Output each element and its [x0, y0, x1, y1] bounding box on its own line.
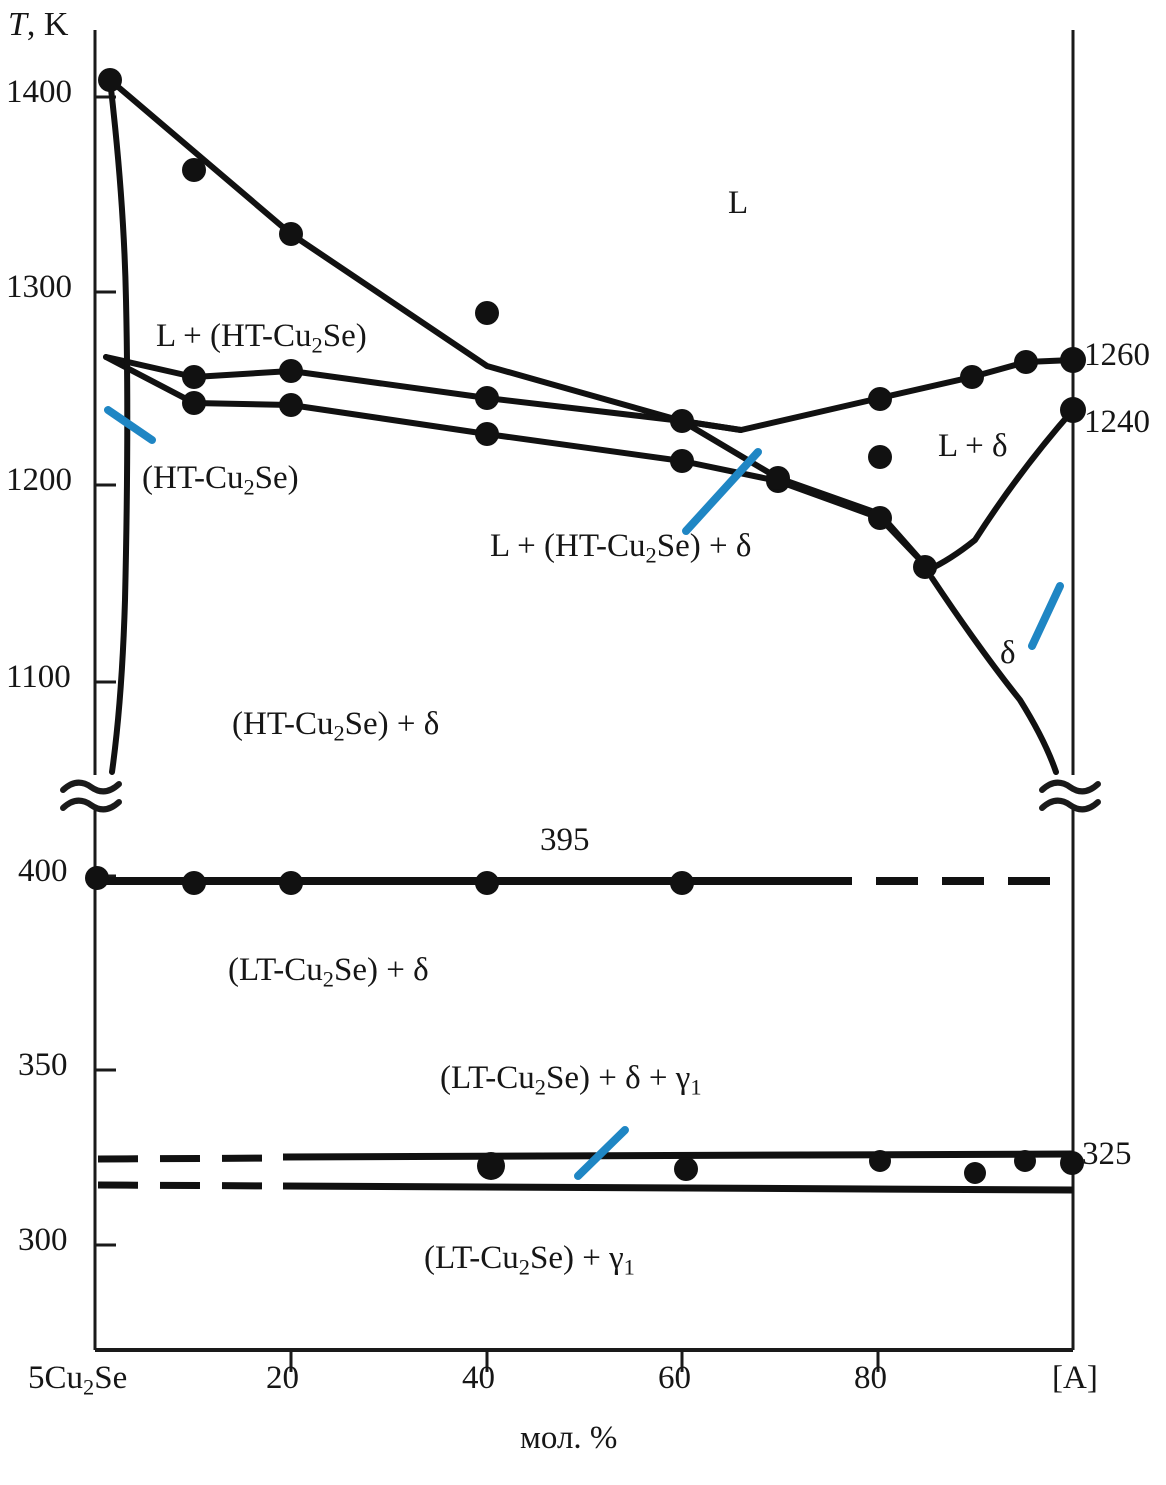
leader-lt-delta-gamma: [574, 1126, 629, 1180]
y-tick-300: 300: [18, 1222, 68, 1258]
leader-ht-cu2se: [104, 406, 156, 444]
x-tick-label-60: 60: [658, 1360, 691, 1396]
region-ht-post: Se): [254, 460, 299, 496]
region-ht-d-sub: 2: [333, 720, 345, 746]
region-label-delta: δ: [1000, 635, 1016, 671]
region-ht-pre: (HT-Cu: [142, 460, 244, 496]
line-325-solid: [282, 1150, 1074, 1161]
region-label-ht-plus-delta: (HT-Cu2Se) + δ: [232, 706, 439, 746]
region-label-l-plus-ht-cu2se: L + (HT-Cu2Se): [156, 318, 367, 358]
x-tick-label-80: 80: [854, 1360, 887, 1396]
x-endpoint-left-tail: Se: [94, 1360, 128, 1396]
region-label-liquid: L: [728, 185, 749, 221]
region-lt-d-pre: (LT-Cu: [228, 952, 323, 988]
curve-ht-solvus: [103, 354, 928, 568]
x-tick-label-40: 40: [462, 1360, 495, 1396]
lower-panel-lines: [95, 877, 1074, 1194]
right-label-1240: 1240: [1084, 404, 1150, 440]
leader-lines: [104, 406, 1064, 1180]
region-l-ht-d-pre: L + (HT-Cu: [490, 528, 646, 564]
region-lt-g-sub2: 1: [623, 1254, 635, 1280]
y-axis-title-unit: , K: [26, 6, 69, 43]
data-points-lower: [85, 866, 1084, 1184]
y-tick-1300: 1300: [6, 269, 72, 305]
y-tick-1200: 1200: [6, 462, 72, 498]
region-l-ht-d-sub: 2: [645, 542, 657, 568]
region-l-ht-pre: L + (HT-Cu: [156, 318, 312, 354]
region-label-l-plus-delta: L + δ: [938, 428, 1008, 464]
y-tick-400: 400: [18, 853, 68, 889]
curve-delta-upper-right: [925, 407, 1076, 573]
region-ht-d-pre: (HT-Cu: [232, 706, 334, 742]
x-endpoint-right: [A]: [1052, 1360, 1098, 1396]
x-endpoint-left-pre: 5Cu: [28, 1360, 84, 1396]
y-axis-title-symbol: T: [8, 6, 27, 43]
y-tick-1100: 1100: [6, 659, 71, 695]
region-lt-d-g-pre: (LT-Cu: [440, 1060, 535, 1096]
region-l-ht-sub: 2: [311, 332, 323, 358]
region-lt-d-g-sub2: 1: [690, 1074, 702, 1100]
region-label-lt-plus-delta-plus-gamma1: (LT-Cu2Se) + δ + γ1: [440, 1060, 702, 1100]
y-axis-title: T, K: [8, 6, 68, 44]
region-label-lt-plus-gamma1: (LT-Cu2Se) + γ1: [424, 1240, 635, 1280]
region-label-ht-cu2se: (HT-Cu2Se): [142, 460, 299, 500]
leader-delta: [1028, 582, 1064, 650]
region-lt-d-g-sub: 2: [534, 1074, 546, 1100]
region-l-ht-post: Se): [322, 318, 367, 354]
region-lt-g-post: Se) + γ: [529, 1240, 624, 1276]
region-ht-sub: 2: [243, 474, 255, 500]
phase-boundary-curves: [103, 77, 1076, 775]
region-lt-d-sub: 2: [322, 966, 334, 992]
region-lt-g-pre: (LT-Cu: [424, 1240, 519, 1276]
line-320-solid: [282, 1182, 1074, 1194]
x-endpoint-left: 5Cu2Se: [28, 1360, 127, 1400]
axis-break-left-icon: [60, 779, 122, 813]
curve-cu2se-left-boundary: [107, 77, 131, 775]
region-lt-g-sub: 2: [518, 1254, 530, 1280]
line-325-dashed: [97, 1154, 284, 1163]
region-l-ht-d-post: Se) + δ: [656, 528, 752, 564]
data-points-upper: [98, 68, 1086, 579]
right-label-325: 325: [1082, 1136, 1132, 1172]
y-tick-1400: 1400: [6, 74, 72, 110]
x-endpoint-left-sub: 2: [83, 1374, 95, 1400]
region-lt-d-post: Se) + δ: [333, 952, 429, 988]
x-tick-label-20: 20: [266, 1360, 299, 1396]
region-label-l-plus-ht-plus-delta: L + (HT-Cu2Se) + δ: [490, 528, 751, 568]
x-axis-title: мол. %: [520, 1420, 618, 1456]
curve-delta-lower-right: [929, 575, 1059, 775]
leader-l-ht-delta: [682, 448, 762, 535]
inline-label-395: 395: [540, 822, 590, 858]
axis-break-right-icon: [1039, 779, 1101, 813]
region-lt-d-g-post: Se) + δ + γ: [545, 1060, 691, 1096]
region-label-lt-plus-delta: (LT-Cu2Se) + δ: [228, 952, 429, 992]
region-ht-d-post: Se) + δ: [344, 706, 440, 742]
right-label-1260: 1260: [1084, 337, 1150, 373]
y-tick-350: 350: [18, 1047, 68, 1083]
line-320-dashed: [97, 1181, 284, 1190]
